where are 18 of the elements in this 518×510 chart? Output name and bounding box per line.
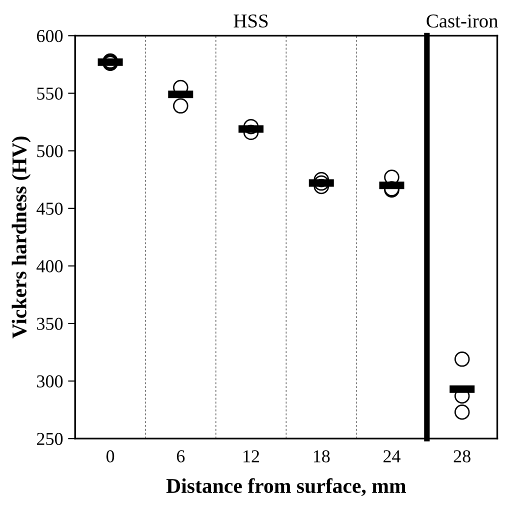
x-axis-title: Distance from surface, mm [166, 478, 406, 496]
x-tick-label: 12 [244, 450, 260, 462]
y-tick-label: 500 [37, 145, 63, 158]
y-tick-label: 300 [37, 375, 63, 388]
y-tick-label: 350 [37, 318, 63, 330]
y-tick-label: 450 [36, 202, 63, 215]
y-tick-label: 400 [36, 260, 63, 272]
y-tick-label: 600 [36, 30, 63, 42]
y-tick-label: 550 [37, 88, 63, 100]
x-tick-label: 28 [454, 450, 470, 462]
x-tick-label: 18 [314, 450, 330, 462]
y-tick-label: 250 [37, 432, 63, 446]
chart-title: Cast-iron [426, 14, 498, 28]
y-axis-title: Vickers hardness (HV) [12, 136, 31, 338]
x-tick-label: 0 [106, 450, 114, 462]
chart-title: HSS [234, 14, 268, 28]
x-tick-label: 6 [176, 450, 185, 462]
x-tick-label: 24 [384, 450, 400, 462]
